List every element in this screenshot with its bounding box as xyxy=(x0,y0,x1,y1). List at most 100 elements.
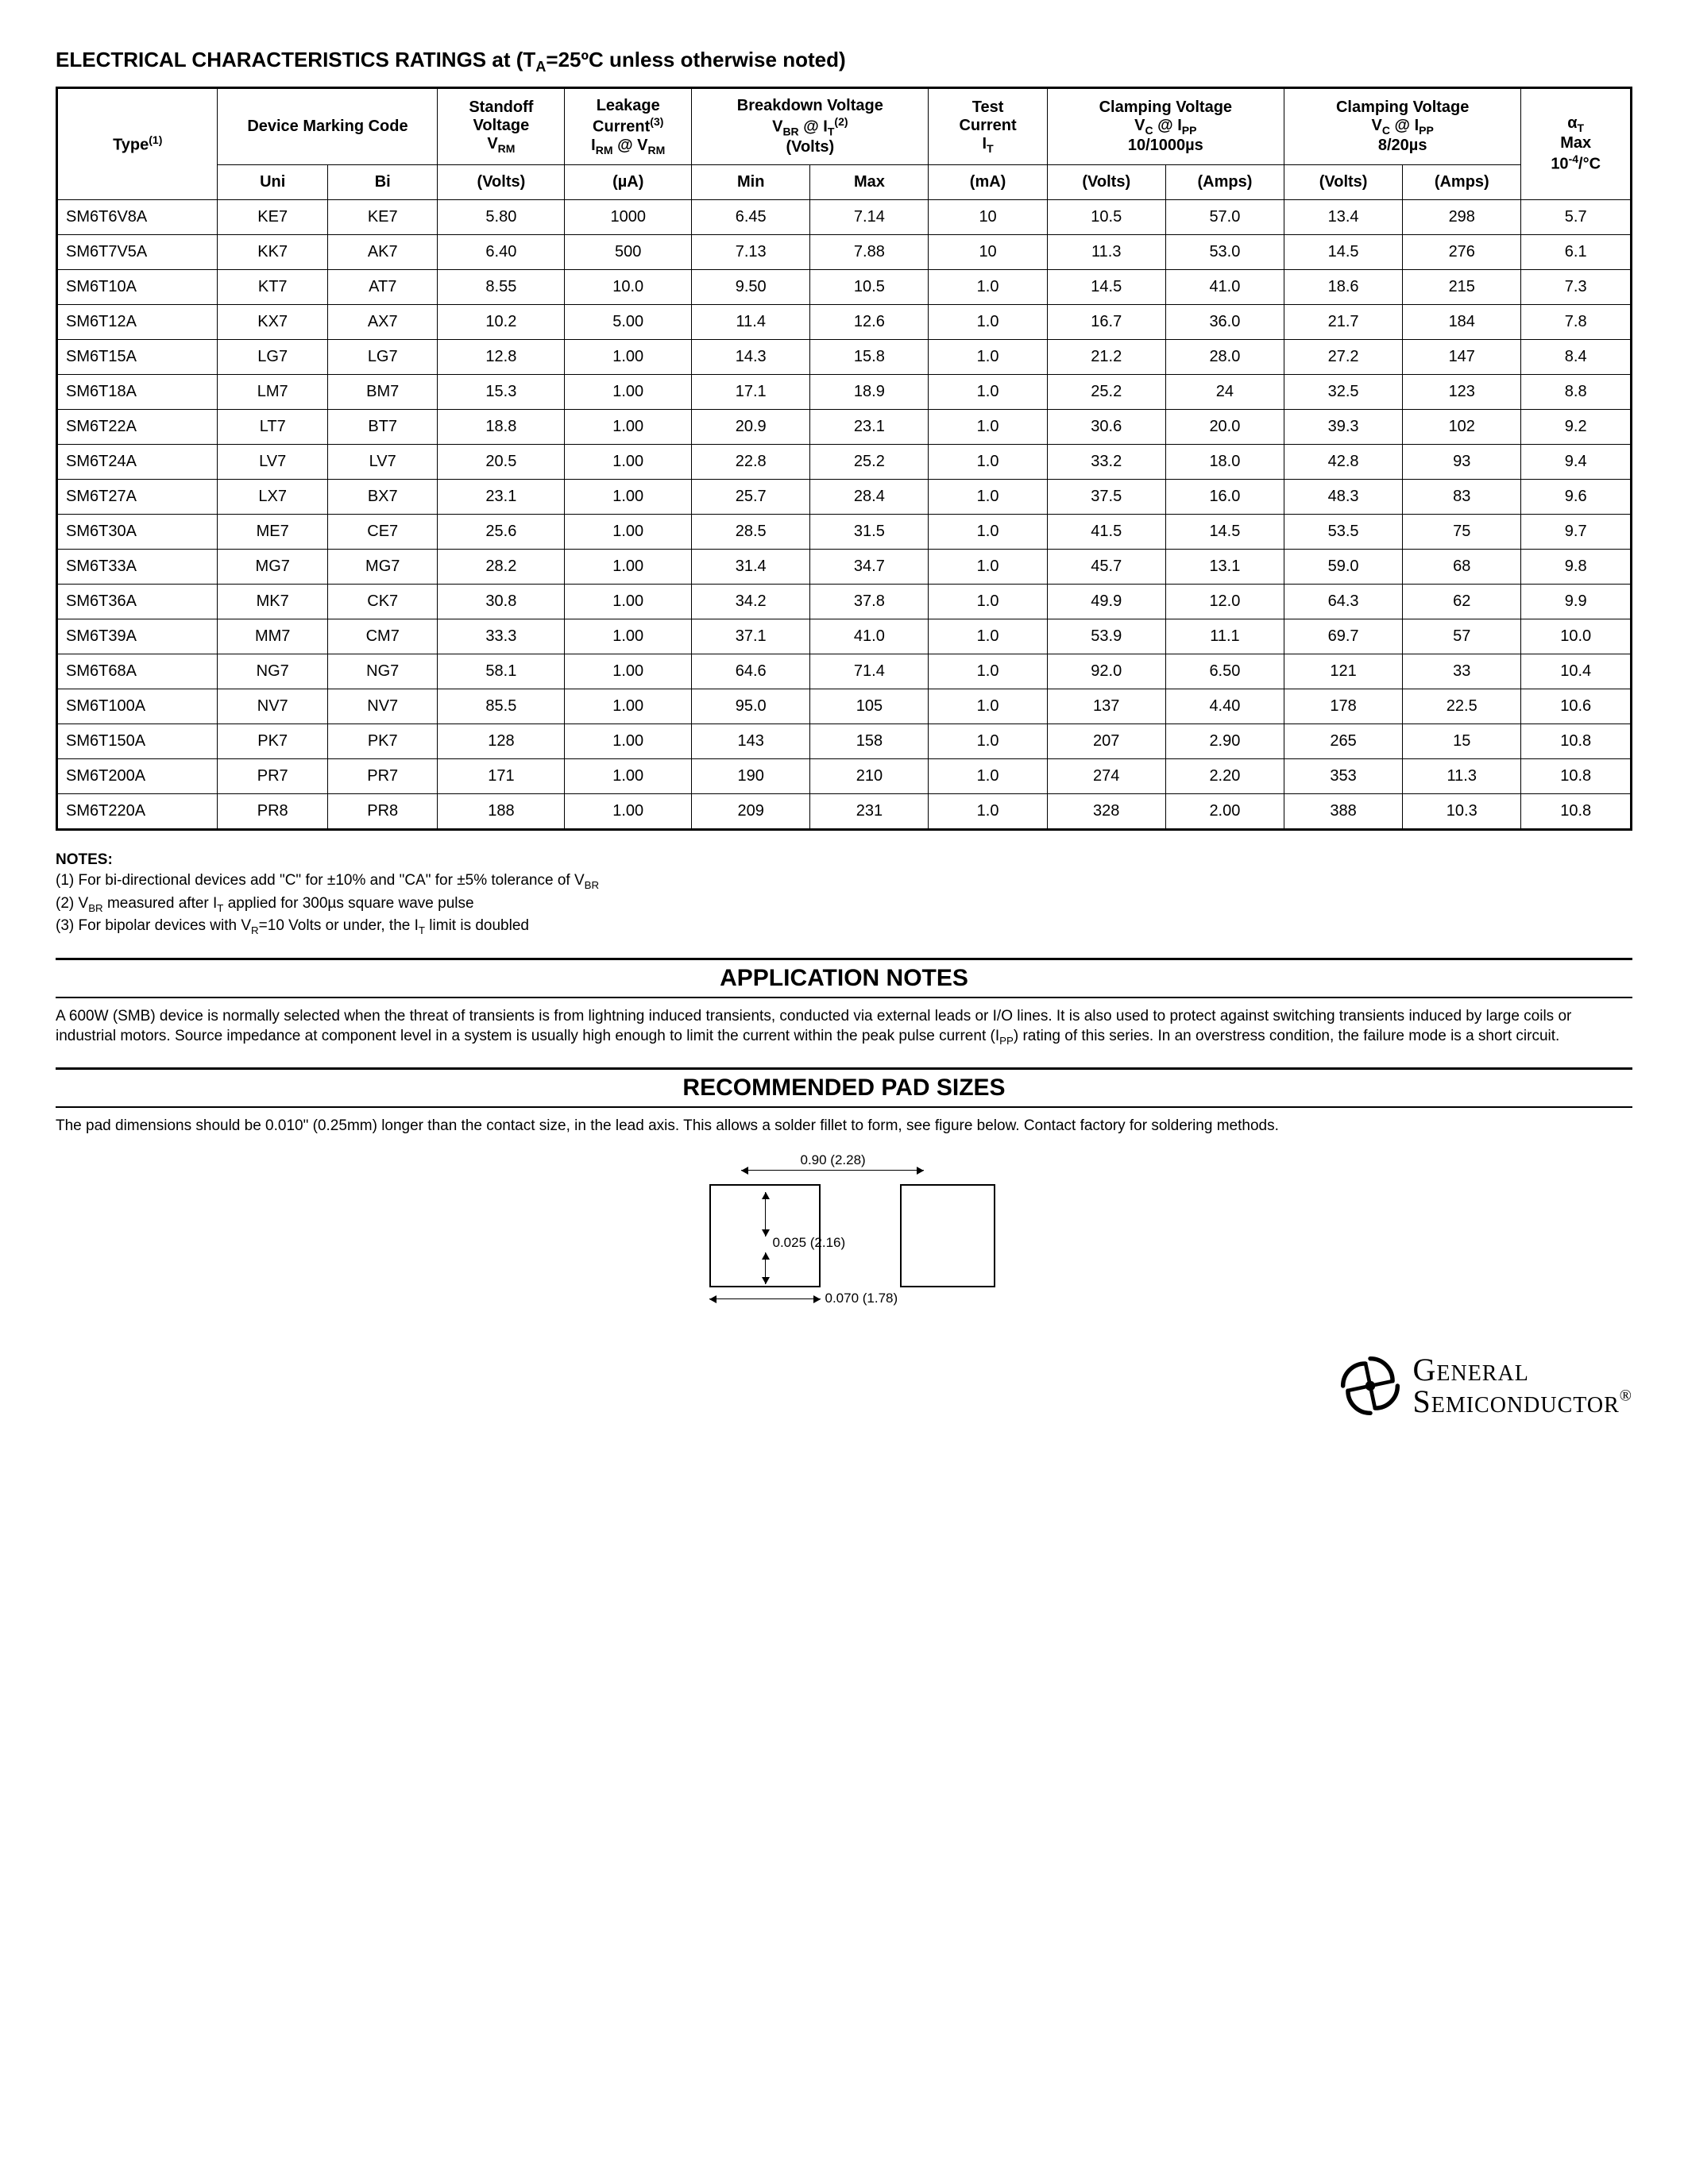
table-cell: 28.0 xyxy=(1165,339,1284,374)
table-cell: MG7 xyxy=(218,549,328,584)
table-cell: 1.0 xyxy=(929,584,1047,619)
app-notes-title: APPLICATION NOTES xyxy=(56,958,1632,998)
table-cell: 178 xyxy=(1284,689,1403,723)
table-cell: 1.0 xyxy=(929,689,1047,723)
table-cell: 41.0 xyxy=(810,619,929,654)
page-title: ELECTRICAL CHARACTERISTICS RATINGS at (T… xyxy=(56,48,1632,75)
table-cell: 33.2 xyxy=(1047,444,1165,479)
table-cell: BT7 xyxy=(327,409,438,444)
table-cell: SM6T27A xyxy=(57,479,218,514)
unit-volts-3: (Volts) xyxy=(1284,164,1403,199)
table-cell: 1.00 xyxy=(565,758,692,793)
table-cell: 137 xyxy=(1047,689,1165,723)
table-cell: 83 xyxy=(1403,479,1521,514)
table-cell: 1.00 xyxy=(565,619,692,654)
table-cell: 1.0 xyxy=(929,723,1047,758)
table-cell: 10.5 xyxy=(1047,199,1165,234)
table-cell: 34.2 xyxy=(692,584,810,619)
table-cell: 190 xyxy=(692,758,810,793)
table-cell: MK7 xyxy=(218,584,328,619)
table-cell: 20.9 xyxy=(692,409,810,444)
unit-max: Max xyxy=(810,164,929,199)
table-cell: 41.5 xyxy=(1047,514,1165,549)
table-cell: NG7 xyxy=(327,654,438,689)
table-cell: 9.7 xyxy=(1521,514,1632,549)
table-cell: 7.14 xyxy=(810,199,929,234)
table-cell: PR8 xyxy=(327,793,438,829)
table-cell: 2.20 xyxy=(1165,758,1284,793)
table-cell: 21.7 xyxy=(1284,304,1403,339)
table-row: SM6T68ANG7NG758.11.0064.671.41.092.06.50… xyxy=(57,654,1632,689)
table-cell: 11.4 xyxy=(692,304,810,339)
note-item: (3) For bipolar devices with VR=10 Volts… xyxy=(56,916,1632,938)
table-cell: PR7 xyxy=(218,758,328,793)
table-cell: 15.3 xyxy=(438,374,565,409)
table-cell: CE7 xyxy=(327,514,438,549)
table-cell: 9.4 xyxy=(1521,444,1632,479)
col-clamp1: Clamping VoltageVC @ IPP10/1000µs xyxy=(1047,88,1284,165)
pad-dim-mid: 0.025 (2.16) xyxy=(773,1235,846,1251)
table-cell: SM6T150A xyxy=(57,723,218,758)
table-cell: 64.6 xyxy=(692,654,810,689)
table-cell: SM6T24A xyxy=(57,444,218,479)
table-cell: 23.1 xyxy=(438,479,565,514)
table-cell: KK7 xyxy=(218,234,328,269)
table-cell: SM6T220A xyxy=(57,793,218,829)
table-cell: 10.0 xyxy=(565,269,692,304)
pad-dim-bot: 0.070 (1.78) xyxy=(825,1291,898,1306)
table-cell: CK7 xyxy=(327,584,438,619)
table-cell: BX7 xyxy=(327,479,438,514)
table-cell: 171 xyxy=(438,758,565,793)
table-cell: 6.45 xyxy=(692,199,810,234)
unit-uni: Uni xyxy=(218,164,328,199)
table-cell: 1.0 xyxy=(929,444,1047,479)
table-cell: 143 xyxy=(692,723,810,758)
table-cell: AT7 xyxy=(327,269,438,304)
table-cell: 25.6 xyxy=(438,514,565,549)
table-cell: 1.00 xyxy=(565,654,692,689)
unit-bi: Bi xyxy=(327,164,438,199)
table-cell: 8.55 xyxy=(438,269,565,304)
table-cell: 1.0 xyxy=(929,409,1047,444)
unit-ua: (µA) xyxy=(565,164,692,199)
table-cell: 57 xyxy=(1403,619,1521,654)
table-cell: SM6T100A xyxy=(57,689,218,723)
table-cell: 188 xyxy=(438,793,565,829)
table-cell: 25.2 xyxy=(810,444,929,479)
table-cell: 11.3 xyxy=(1047,234,1165,269)
table-cell: 31.4 xyxy=(692,549,810,584)
table-cell: KE7 xyxy=(218,199,328,234)
table-cell: LX7 xyxy=(218,479,328,514)
table-cell: 37.5 xyxy=(1047,479,1165,514)
pad-dim-top: 0.90 (2.28) xyxy=(801,1152,866,1168)
table-cell: 10.4 xyxy=(1521,654,1632,689)
table-cell: 20.5 xyxy=(438,444,565,479)
table-cell: PR8 xyxy=(218,793,328,829)
table-row: SM6T150APK7PK71281.001431581.02072.90265… xyxy=(57,723,1632,758)
table-row: SM6T36AMK7CK730.81.0034.237.81.049.912.0… xyxy=(57,584,1632,619)
table-cell: 1.0 xyxy=(929,793,1047,829)
table-cell: 207 xyxy=(1047,723,1165,758)
table-cell: 10.5 xyxy=(810,269,929,304)
unit-volts-2: (Volts) xyxy=(1047,164,1165,199)
table-cell: SM6T68A xyxy=(57,654,218,689)
table-cell: 1.0 xyxy=(929,479,1047,514)
table-cell: 10.8 xyxy=(1521,793,1632,829)
table-cell: 11.3 xyxy=(1403,758,1521,793)
table-cell: 10.2 xyxy=(438,304,565,339)
table-cell: 24 xyxy=(1165,374,1284,409)
table-cell: LV7 xyxy=(327,444,438,479)
unit-amps-2: (Amps) xyxy=(1403,164,1521,199)
table-cell: 6.1 xyxy=(1521,234,1632,269)
table-cell: 231 xyxy=(810,793,929,829)
table-cell: 2.90 xyxy=(1165,723,1284,758)
table-cell: 1.0 xyxy=(929,374,1047,409)
table-cell: 9.8 xyxy=(1521,549,1632,584)
table-cell: 1.0 xyxy=(929,549,1047,584)
col-breakdown: Breakdown VoltageVBR @ IT(2)(Volts) xyxy=(692,88,929,165)
table-cell: 8.8 xyxy=(1521,374,1632,409)
table-cell: 49.9 xyxy=(1047,584,1165,619)
table-cell: 1.0 xyxy=(929,514,1047,549)
table-cell: 45.7 xyxy=(1047,549,1165,584)
table-cell: 17.1 xyxy=(692,374,810,409)
